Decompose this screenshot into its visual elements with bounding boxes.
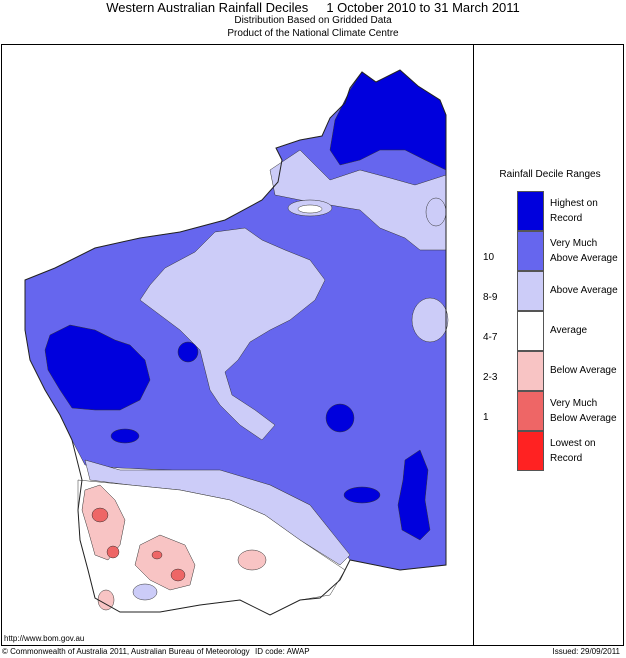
region-vmbelow-1	[91, 507, 109, 523]
footer-issued: Issued: 29/09/2011	[552, 647, 620, 656]
legend-range: 10	[483, 252, 495, 263]
coastline	[24, 69, 447, 616]
legend-swatch	[517, 271, 544, 311]
footer-url: http://www.bom.gov.au	[4, 634, 85, 643]
legend-divider	[473, 44, 474, 646]
legend-swatch	[517, 431, 544, 471]
legend-label-line: Average	[550, 325, 588, 336]
legend-range: 1	[483, 412, 489, 423]
legend-label-line: Lowest on	[550, 438, 596, 449]
legend-label-line: Above Average	[550, 253, 618, 264]
legend-label-line: Record	[550, 213, 583, 224]
region-highest-southeast	[397, 449, 431, 541]
legend-title: Rainfall Decile Ranges	[499, 169, 601, 180]
region-highest-pilbara-coast	[44, 324, 151, 411]
legend-label: Above Average	[550, 283, 624, 298]
legend-label-line: Record	[550, 453, 583, 464]
legend-label: Below Average	[550, 363, 624, 378]
region-below-south-2	[237, 549, 267, 571]
legend-label: Very Much Above Average	[550, 236, 624, 266]
region-vmbelow-3	[170, 568, 186, 582]
map-title: Western Australian Rainfall Deciles 1 Oc…	[106, 0, 520, 15]
region-highest-spot-3	[343, 486, 381, 504]
legend-label-line: Highest on	[550, 198, 598, 209]
legend-label-line: Below Average	[550, 413, 617, 424]
map-subtitle-distribution: Distribution Based on Gridded Data	[234, 15, 392, 26]
legend-label: Very Much Below Average	[550, 396, 624, 426]
legend-label: Lowest on Record	[550, 436, 624, 466]
legend-label-line: Above Average	[550, 285, 618, 296]
map-subtitle-product: Product of the National Climate Centre	[227, 28, 399, 39]
footer-id-code: ID code: AWAP	[255, 647, 310, 656]
legend-range: 8-9	[483, 292, 498, 303]
region-vmbelow-2	[106, 545, 120, 559]
legend-swatch	[517, 391, 544, 431]
map-frame	[1, 44, 624, 646]
legend-swatch	[517, 191, 544, 231]
region-highest-spot-4	[110, 428, 140, 444]
footer-copyright: © Commonwealth of Australia 2011, Austra…	[2, 647, 250, 656]
region-highest-spot-2	[325, 403, 355, 433]
legend-swatch	[517, 311, 544, 351]
region-average-kimberley-spot	[297, 204, 323, 214]
legend-swatch	[517, 231, 544, 271]
legend-label-line: Below Average	[550, 365, 617, 376]
region-above-south-spot	[132, 583, 158, 601]
legend-label-line: Very Much	[550, 238, 598, 249]
rainfall-decile-map	[24, 69, 449, 616]
region-above-east-mid	[411, 297, 449, 343]
region-highest-spot-1	[177, 341, 199, 363]
region-vmbelow-4	[151, 550, 163, 560]
legend-swatch	[517, 351, 544, 391]
region-above-central	[139, 227, 326, 441]
legend-label-line: Very Much	[550, 398, 598, 409]
legend-label: Highest on Record	[550, 196, 624, 226]
legend-range: 2-3	[483, 372, 498, 383]
legend-range: 4-7	[483, 332, 498, 343]
legend-label: Average	[550, 323, 624, 338]
region-above-east-spot	[425, 197, 447, 227]
